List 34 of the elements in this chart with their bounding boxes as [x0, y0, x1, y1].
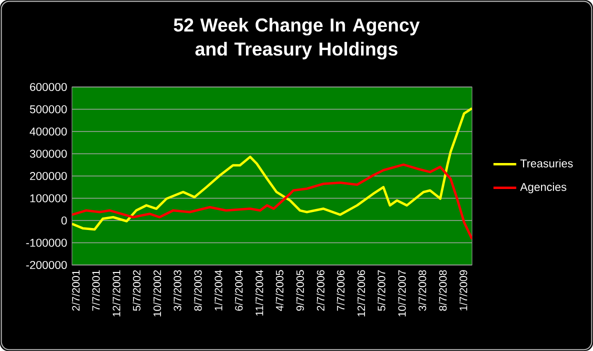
x-tick-label: 5/7/2007: [377, 270, 386, 311]
x-tick-label: 9/7/2005: [296, 270, 304, 311]
x-tick-label: 3/7/2003: [173, 270, 182, 311]
y-tick-label: 300000: [30, 150, 67, 158]
y-tick-label: 0: [61, 216, 67, 225]
legend-label: Treasuries: [520, 159, 573, 168]
line-series: [72, 163, 472, 240]
y-tick-label: 200000: [30, 172, 67, 180]
y-tick-label: 400000: [30, 128, 67, 136]
x-tick-label: 4/7/2005: [276, 270, 284, 311]
x-tick-label: 10/7/2007: [398, 270, 406, 316]
x-tick-label: 3/7/2008: [418, 270, 426, 311]
x-tick-label: 1/7/2004: [214, 270, 222, 310]
y-tick-label: 500000: [30, 105, 67, 114]
x-tick-label: 7/7/2001: [92, 270, 100, 311]
x-tick-label: 1/7/2009: [459, 270, 468, 310]
x-tick-label: 11/7/2004: [255, 270, 264, 316]
x-tick-label: 2/7/2001: [72, 270, 80, 311]
x-tick-label: 2/7/2006: [316, 270, 324, 311]
chart-title: 52 Week Change In Agency and Treasury Holdings: [174, 18, 420, 60]
y-tick-label: 600000: [30, 83, 67, 92]
x-tick-label: 6/7/2004: [234, 270, 243, 311]
x-tick-label: 12/7/2001: [112, 270, 120, 316]
y-tick-label: 100000: [30, 194, 67, 202]
y-tick-label: -100000: [26, 238, 67, 247]
x-tick-label: 8/7/2003: [194, 270, 202, 311]
x-tick-label: 10/7/2002: [153, 270, 162, 316]
x-tick-label: 12/7/2006: [357, 270, 366, 316]
x-tick-label: 7/7/2006: [336, 270, 345, 311]
y-tick-label: -200000: [26, 260, 67, 270]
x-tick-label: 8/7/2008: [438, 270, 447, 311]
x-tick-label: 5/7/2002: [132, 270, 141, 311]
legend-label: Agencies: [520, 182, 566, 194]
line-series: [72, 107, 472, 231]
